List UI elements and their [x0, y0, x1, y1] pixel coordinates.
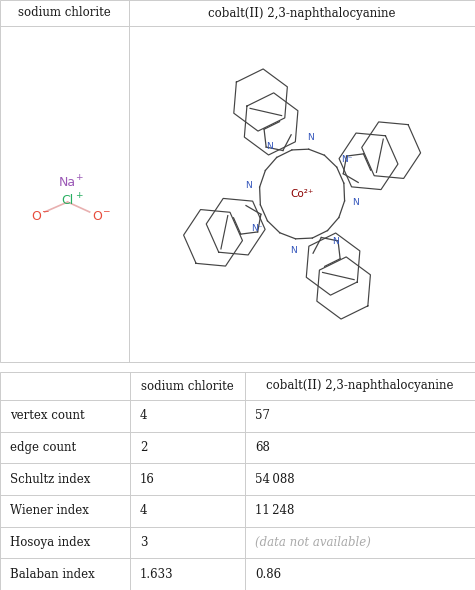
Text: 0.86: 0.86	[255, 568, 281, 581]
Bar	[0, 0, 475, 362]
Text: 4: 4	[140, 504, 148, 517]
Text: N: N	[352, 198, 359, 207]
Text: Co²⁺: Co²⁺	[290, 189, 314, 199]
Text: Wiener index: Wiener index	[10, 504, 89, 517]
Text: −: −	[41, 206, 48, 215]
Text: sodium chlorite: sodium chlorite	[141, 379, 234, 392]
Text: vertex count: vertex count	[10, 409, 85, 422]
Text: N⁻: N⁻	[342, 155, 353, 163]
Text: 2: 2	[140, 441, 147, 454]
Text: 57: 57	[255, 409, 270, 422]
Text: 54 088: 54 088	[255, 473, 294, 486]
Text: Hosoya index: Hosoya index	[10, 536, 90, 549]
Text: N: N	[266, 142, 273, 151]
Text: O: O	[32, 209, 41, 222]
Text: 3: 3	[140, 536, 148, 549]
Bar	[0, 372, 475, 590]
Text: 16: 16	[140, 473, 155, 486]
Text: edge count: edge count	[10, 441, 76, 454]
Text: Balaban index: Balaban index	[10, 568, 95, 581]
Text: N: N	[291, 245, 297, 254]
Text: N: N	[307, 133, 314, 142]
Text: Schultz index: Schultz index	[10, 473, 90, 486]
Text: N⁻: N⁻	[251, 224, 263, 234]
Text: Na: Na	[59, 175, 76, 188]
Text: −: −	[102, 206, 109, 215]
Text: O: O	[93, 209, 103, 222]
Text: cobalt(II) 2,3-naphthalocyanine: cobalt(II) 2,3-naphthalocyanine	[209, 6, 396, 19]
Text: 1.633: 1.633	[140, 568, 174, 581]
Text: N: N	[246, 181, 252, 190]
Text: cobalt(II) 2,3-naphthalocyanine: cobalt(II) 2,3-naphthalocyanine	[266, 379, 454, 392]
Text: Cl: Cl	[61, 194, 74, 206]
Text: 4: 4	[140, 409, 148, 422]
Text: N: N	[332, 237, 339, 246]
Text: +: +	[75, 191, 82, 199]
Text: +: +	[75, 172, 82, 182]
Text: 11 248: 11 248	[255, 504, 294, 517]
Text: 68: 68	[255, 441, 270, 454]
Text: sodium chlorite: sodium chlorite	[18, 6, 111, 19]
Text: (data not available): (data not available)	[255, 536, 371, 549]
